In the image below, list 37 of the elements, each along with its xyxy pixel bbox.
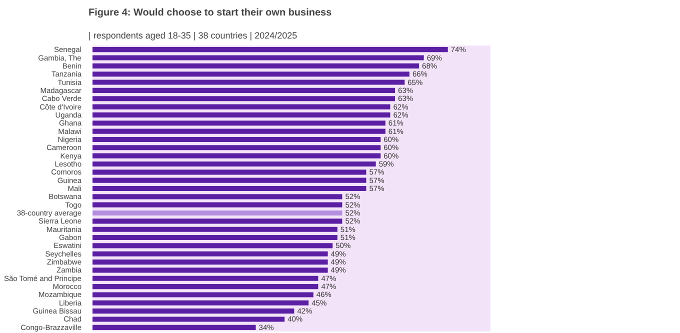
bar [92, 96, 396, 102]
bar [92, 63, 420, 68]
bar [92, 226, 338, 232]
bar [92, 47, 448, 52]
bar [92, 112, 390, 118]
bar [92, 55, 424, 60]
bar [92, 88, 396, 93]
bar [92, 251, 328, 256]
bar [92, 202, 342, 208]
bar [92, 284, 318, 290]
bar [92, 80, 405, 85]
bar [92, 276, 318, 281]
bar [92, 161, 376, 167]
bar [92, 300, 309, 306]
bar [92, 194, 342, 200]
bar [92, 210, 342, 216]
bar [92, 324, 256, 330]
bar [92, 218, 342, 224]
chart-subtitle: | respondents aged 18-35 | 38 countries | 2024/2025 [88, 30, 298, 40]
bar [92, 72, 410, 77]
bar [92, 104, 390, 110]
bar [92, 268, 328, 273]
bar [92, 243, 333, 248]
bar [92, 234, 338, 240]
bar [92, 308, 294, 314]
bar [92, 120, 386, 126]
bar [92, 292, 314, 298]
chart-title: Figure 4: Would choose to start their own business [88, 8, 332, 18]
bar [92, 153, 381, 158]
bar [92, 178, 366, 183]
bar [92, 316, 285, 322]
bar [92, 170, 366, 175]
bar [92, 145, 381, 150]
bar [92, 186, 366, 192]
bar [92, 136, 381, 142]
bar [92, 260, 328, 265]
bar [92, 128, 386, 134]
